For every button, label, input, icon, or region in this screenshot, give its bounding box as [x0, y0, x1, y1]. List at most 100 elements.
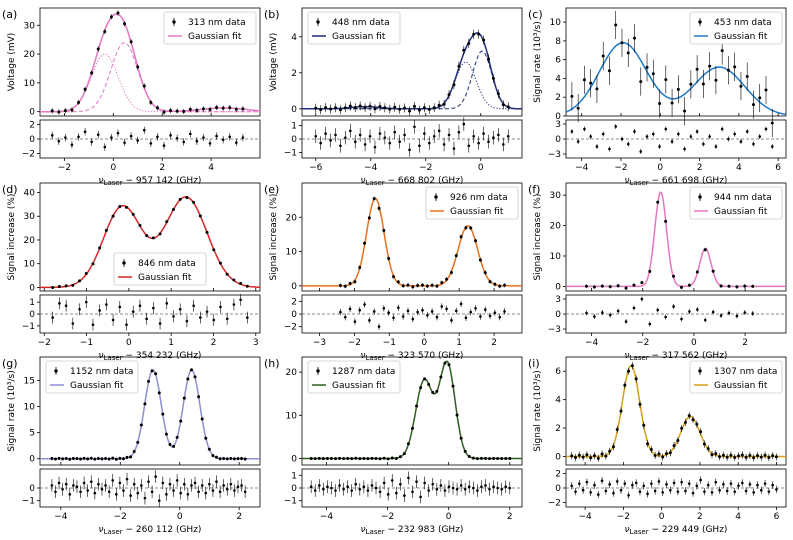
residual-point	[650, 482, 653, 485]
residual-point	[123, 141, 126, 144]
residual-point	[646, 492, 649, 496]
x-tick-label: 4	[208, 163, 214, 173]
legend-data-marker	[434, 195, 438, 199]
main-y-tick-label: 2	[555, 93, 561, 103]
data-point	[82, 456, 86, 460]
data-point	[581, 455, 585, 459]
residual-point	[363, 143, 367, 146]
legend-box	[689, 11, 783, 45]
residual-point	[243, 490, 247, 494]
data-point	[377, 206, 381, 210]
data-point	[338, 108, 342, 112]
x-tick-label: 4	[735, 512, 741, 522]
residual-y-tick-label: 0	[29, 484, 35, 494]
residual-point	[324, 132, 327, 135]
main-y-tick-label: 10	[550, 18, 562, 28]
data-point	[691, 418, 695, 422]
data-point	[676, 87, 680, 91]
residual-point	[710, 491, 714, 494]
residual-point	[593, 315, 596, 318]
residual-point	[107, 490, 111, 494]
data-point	[467, 454, 471, 458]
residual-point	[136, 139, 139, 142]
data-point	[469, 226, 473, 230]
data-point	[623, 383, 627, 387]
data-point	[367, 216, 371, 220]
residual-point	[407, 476, 410, 480]
residual-point	[680, 480, 683, 484]
residual-point	[129, 494, 132, 497]
data-point	[151, 236, 155, 240]
x-label-symbol: ν	[361, 525, 366, 535]
data-point	[353, 106, 357, 110]
residual-point	[596, 493, 600, 496]
data-point	[129, 455, 133, 459]
data-point	[714, 452, 718, 456]
residual-point	[482, 132, 485, 135]
data-point	[370, 456, 374, 460]
residual-point	[388, 141, 392, 145]
legend: 944 nm data Gaussian fit	[689, 186, 783, 220]
data-point	[478, 258, 482, 262]
data-point	[491, 76, 495, 80]
data-point	[740, 453, 744, 457]
data-point	[324, 106, 328, 110]
residual-point	[695, 484, 699, 488]
panel-label: (c)	[528, 8, 543, 21]
residual-point	[138, 304, 142, 307]
residual-point	[399, 482, 402, 486]
residual-point	[382, 307, 386, 310]
residual-point	[98, 309, 101, 312]
main-y-tick-label: 20	[550, 222, 562, 232]
data-point	[229, 456, 233, 460]
data-point	[394, 456, 398, 460]
data-point	[607, 69, 611, 73]
data-point	[71, 283, 75, 287]
x-tick-label: −6	[309, 163, 323, 173]
residual-point	[368, 134, 372, 138]
residual-point	[668, 488, 672, 492]
legend-data-marker	[698, 195, 702, 199]
data-point	[471, 456, 475, 460]
data-point	[390, 456, 394, 460]
x-tick-label: 0	[659, 512, 665, 522]
residual-point	[445, 307, 448, 311]
main-y-tick-label: 0	[291, 282, 297, 292]
x-tick-label: −2	[636, 338, 649, 348]
legend-data-marker	[698, 369, 702, 373]
residual-point	[104, 484, 107, 487]
residual-point	[387, 311, 390, 315]
residual-point	[145, 317, 148, 321]
data-point	[699, 430, 703, 434]
data-point	[346, 456, 350, 460]
residual-point	[471, 486, 475, 490]
residual-point	[185, 319, 189, 323]
data-point	[714, 78, 718, 82]
main-y-tick-label: 10	[286, 411, 298, 421]
residual-point	[50, 484, 54, 487]
data-point	[701, 82, 705, 86]
residual-point	[186, 493, 190, 496]
residual-point	[211, 489, 215, 492]
residual-point	[122, 489, 125, 492]
residual-point	[383, 136, 387, 139]
data-point	[398, 107, 402, 111]
x-tick-label: −4	[585, 338, 599, 348]
residual-point	[129, 134, 133, 138]
residual-point	[156, 135, 159, 139]
fit-component-dotted	[302, 61, 522, 110]
residual-point	[246, 316, 249, 319]
residual-point	[775, 488, 778, 491]
data-point	[506, 105, 510, 109]
data-point	[201, 107, 205, 111]
residual-point	[344, 136, 347, 139]
data-point	[157, 391, 161, 395]
residual-point	[502, 143, 505, 146]
data-point	[764, 88, 768, 92]
x-tick-label: 2	[211, 338, 217, 348]
residual-point	[386, 493, 390, 496]
data-point	[420, 283, 424, 287]
residual-point	[727, 137, 730, 141]
legend-data-label: 846 nm data	[138, 259, 196, 269]
